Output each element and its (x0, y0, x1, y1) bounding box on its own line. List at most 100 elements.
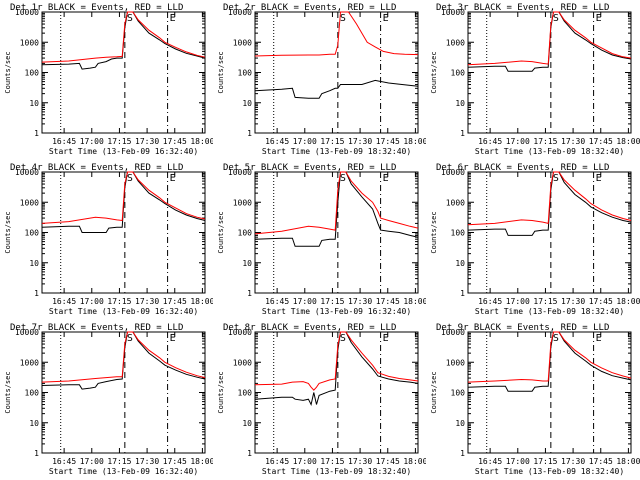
x-tick-label: 17:30 (348, 297, 372, 306)
x-axis-label: Start Time (13-Feb-09 18:32:40) (475, 147, 624, 156)
x-tick-label: 17:15 (320, 457, 344, 466)
x-axis-label: Start Time (13-Feb-09 16:32:40) (49, 307, 198, 316)
x-tick-label: 17:15 (107, 457, 131, 466)
lld-series-line (41, 11, 206, 63)
x-tick-label: 16:45 (478, 457, 502, 466)
y-tick-label: 10000 (228, 328, 252, 337)
y-tick-label: 100 (25, 229, 40, 238)
x-tick-label: 17:45 (589, 297, 613, 306)
end-marker-label: E (596, 333, 602, 344)
plot-frame (41, 331, 206, 454)
y-tick-label: 10 (29, 419, 39, 428)
y-tick-label: 1000 (233, 198, 252, 207)
y-tick-label: 1000 (20, 198, 39, 207)
y-tick-label: 10000 (228, 8, 252, 17)
y-tick-label: 10000 (15, 8, 39, 17)
x-tick-label: 17:00 (506, 457, 530, 466)
y-tick-label: 100 (451, 69, 466, 78)
plot-frame (467, 11, 632, 134)
lld-series-line (254, 11, 419, 57)
y-axis-label: Counts/sec (217, 371, 225, 413)
plot-frame (41, 171, 206, 294)
y-tick-label: 1000 (233, 358, 252, 367)
y-axis-label: Counts/sec (430, 371, 438, 413)
x-tick-label: 17:45 (376, 137, 400, 146)
plot-frame (254, 171, 419, 294)
panel-det-7r: Det 7r BLACK = Events, RED = LLD 1 10 100 10… (4, 323, 213, 476)
x-axis-label: Start Time (13-Feb-09 18:32:40) (262, 467, 411, 476)
x-tick-label: 17:30 (561, 137, 585, 146)
x-tick-label: 17:30 (348, 137, 372, 146)
y-tick-label: 1 (34, 449, 39, 458)
y-axis-label: Counts/sec (4, 371, 12, 413)
panel-det-6r: Det 6r BLACK = Events, RED = LLD 1 10 100 10… (430, 163, 640, 316)
x-tick-label: 17:30 (561, 457, 585, 466)
end-marker-label: E (596, 173, 602, 184)
x-tick-label: 17:00 (293, 457, 317, 466)
start-marker-label: S (127, 333, 133, 344)
y-tick-label: 100 (238, 389, 253, 398)
panel-det-3r: Det 3r BLACK = Events, RED = LLD 1 10 100 10… (430, 3, 640, 156)
end-marker-label: E (383, 333, 389, 344)
y-tick-label: 1 (247, 129, 252, 138)
y-tick-label: 1 (34, 129, 39, 138)
panel-title: Det 7r BLACK = Events, RED = LLD (10, 323, 183, 333)
x-tick-label: 17:15 (320, 297, 344, 306)
x-tick-label: 16:45 (52, 137, 76, 146)
x-tick-label: 17:45 (163, 457, 187, 466)
x-tick-label: 16:45 (478, 297, 502, 306)
lld-series-line (467, 331, 632, 383)
y-axis-label: Counts/sec (430, 51, 438, 93)
y-tick-label: 10 (29, 259, 39, 268)
x-axis-label: Start Time (13-Feb-09 16:32:40) (262, 307, 411, 316)
x-axis-label: Start Time (13-Feb-09 18:32:40) (475, 467, 624, 476)
x-axis-label: Start Time (13-Feb-09 16:32:40) (49, 467, 198, 476)
x-tick-label: 16:45 (265, 457, 289, 466)
start-marker-label: S (553, 13, 559, 24)
y-axis-label: Counts/sec (430, 211, 438, 253)
x-axis-label: Start Time (13-Feb-09 18:32:40) (262, 147, 411, 156)
start-marker-label: S (340, 173, 346, 184)
x-tick-label: 16:45 (52, 457, 76, 466)
x-tick-label: 17:30 (135, 457, 159, 466)
y-tick-label: 100 (25, 69, 40, 78)
lld-series-line (41, 331, 206, 383)
x-tick-label: 18:00 (616, 297, 640, 306)
panel-title: Det 3r BLACK = Events, RED = LLD (436, 3, 609, 13)
start-marker-label: S (553, 333, 559, 344)
y-tick-label: 10 (242, 99, 252, 108)
x-tick-label: 18:00 (616, 457, 640, 466)
start-marker-label: S (553, 173, 559, 184)
end-marker-label: E (170, 13, 176, 24)
lld-series-line (254, 331, 419, 391)
x-tick-label: 17:45 (376, 297, 400, 306)
x-tick-label: 17:45 (376, 457, 400, 466)
y-tick-label: 10000 (441, 168, 465, 177)
y-tick-label: 1 (34, 289, 39, 298)
y-tick-label: 10000 (441, 328, 465, 337)
y-tick-label: 10 (455, 419, 465, 428)
x-tick-label: 17:00 (80, 457, 104, 466)
x-tick-label: 18:00 (403, 137, 426, 146)
x-axis-label: Start Time (13-Feb-09 16:32:40) (49, 147, 198, 156)
y-tick-label: 100 (25, 389, 40, 398)
y-tick-label: 10000 (441, 8, 465, 17)
plot-frame (467, 331, 632, 454)
x-tick-label: 17:15 (107, 297, 131, 306)
x-tick-label: 16:45 (52, 297, 76, 306)
x-tick-label: 17:15 (533, 297, 557, 306)
x-tick-label: 18:00 (190, 137, 213, 146)
plot-frame (254, 331, 419, 454)
panel-title: Det 2r BLACK = Events, RED = LLD (223, 3, 396, 13)
x-tick-label: 18:00 (616, 137, 640, 146)
x-tick-label: 17:00 (506, 137, 530, 146)
lld-series-line (254, 171, 419, 235)
x-tick-label: 17:00 (293, 297, 317, 306)
y-tick-label: 100 (451, 389, 466, 398)
y-tick-label: 10000 (15, 328, 39, 337)
panel-title: Det 4r BLACK = Events, RED = LLD (10, 163, 183, 173)
x-tick-label: 17:45 (163, 137, 187, 146)
events-series-line (254, 79, 419, 99)
panel-title: Det 6r BLACK = Events, RED = LLD (436, 163, 609, 173)
